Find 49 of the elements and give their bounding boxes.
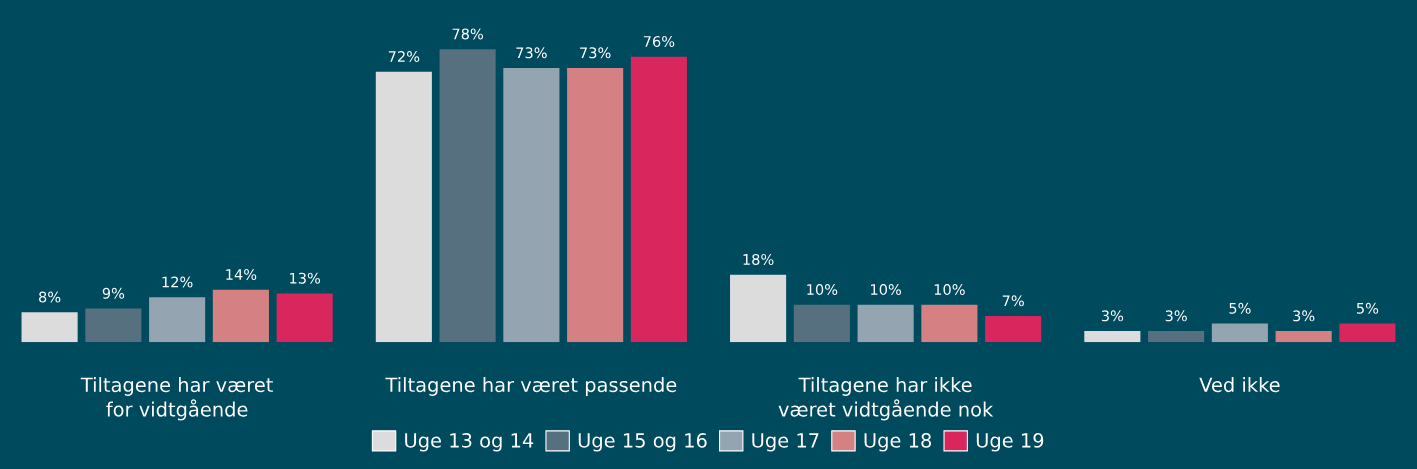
data-label: 3% [1101,310,1124,322]
data-label: 73% [580,47,611,59]
data-label: 12% [162,276,193,288]
bar [85,308,142,343]
legend-label: Uge 13 og 14 [405,433,534,452]
data-label: 73% [516,47,547,59]
bar [439,49,496,343]
data-label: 14% [226,268,257,280]
bar [921,304,978,343]
bar [212,289,269,343]
bar [1084,331,1141,343]
data-label: 18% [743,253,774,265]
data-label: 78% [452,28,484,40]
data-label: 5% [1356,302,1379,314]
x-tick-label: Ved ikke [1199,377,1280,393]
data-label: 72% [388,50,420,63]
data-label: 3% [1165,310,1187,322]
bar [1148,331,1205,343]
x-tick-label: Tiltagene har ikke været vidtgående nok [778,377,994,421]
bar [375,71,432,343]
bar [276,293,333,343]
bar [149,297,206,343]
legend-label: Uge 15 og 16 [578,433,707,452]
data-label: 10% [871,283,902,296]
bar [503,68,560,343]
bar [985,316,1042,343]
data-label: 5% [1229,302,1251,314]
data-label: 10% [807,283,838,296]
x-tick-label: Tiltagene har været passende [385,377,677,396]
legend-label: Uge 18 [864,433,932,452]
data-label: 76% [643,35,675,47]
data-label: 3% [1293,310,1315,322]
bar [793,304,850,343]
bar [567,68,624,343]
legend-label: Uge 17 [752,433,819,452]
data-label: 8% [39,291,61,303]
bar [857,304,914,343]
bar [21,312,78,343]
data-label: 9% [102,287,125,299]
bar [1275,331,1332,343]
data-label: 7% [1002,295,1024,307]
bar [1211,323,1268,343]
bar [630,56,687,343]
data-label: 10% [934,283,965,296]
bar [1339,323,1396,343]
data-label: 13% [290,272,321,284]
x-tick-label: Tiltagene har været for vidtgående [80,377,273,421]
legend-label: Uge 19 [976,433,1044,452]
bar [730,274,787,343]
